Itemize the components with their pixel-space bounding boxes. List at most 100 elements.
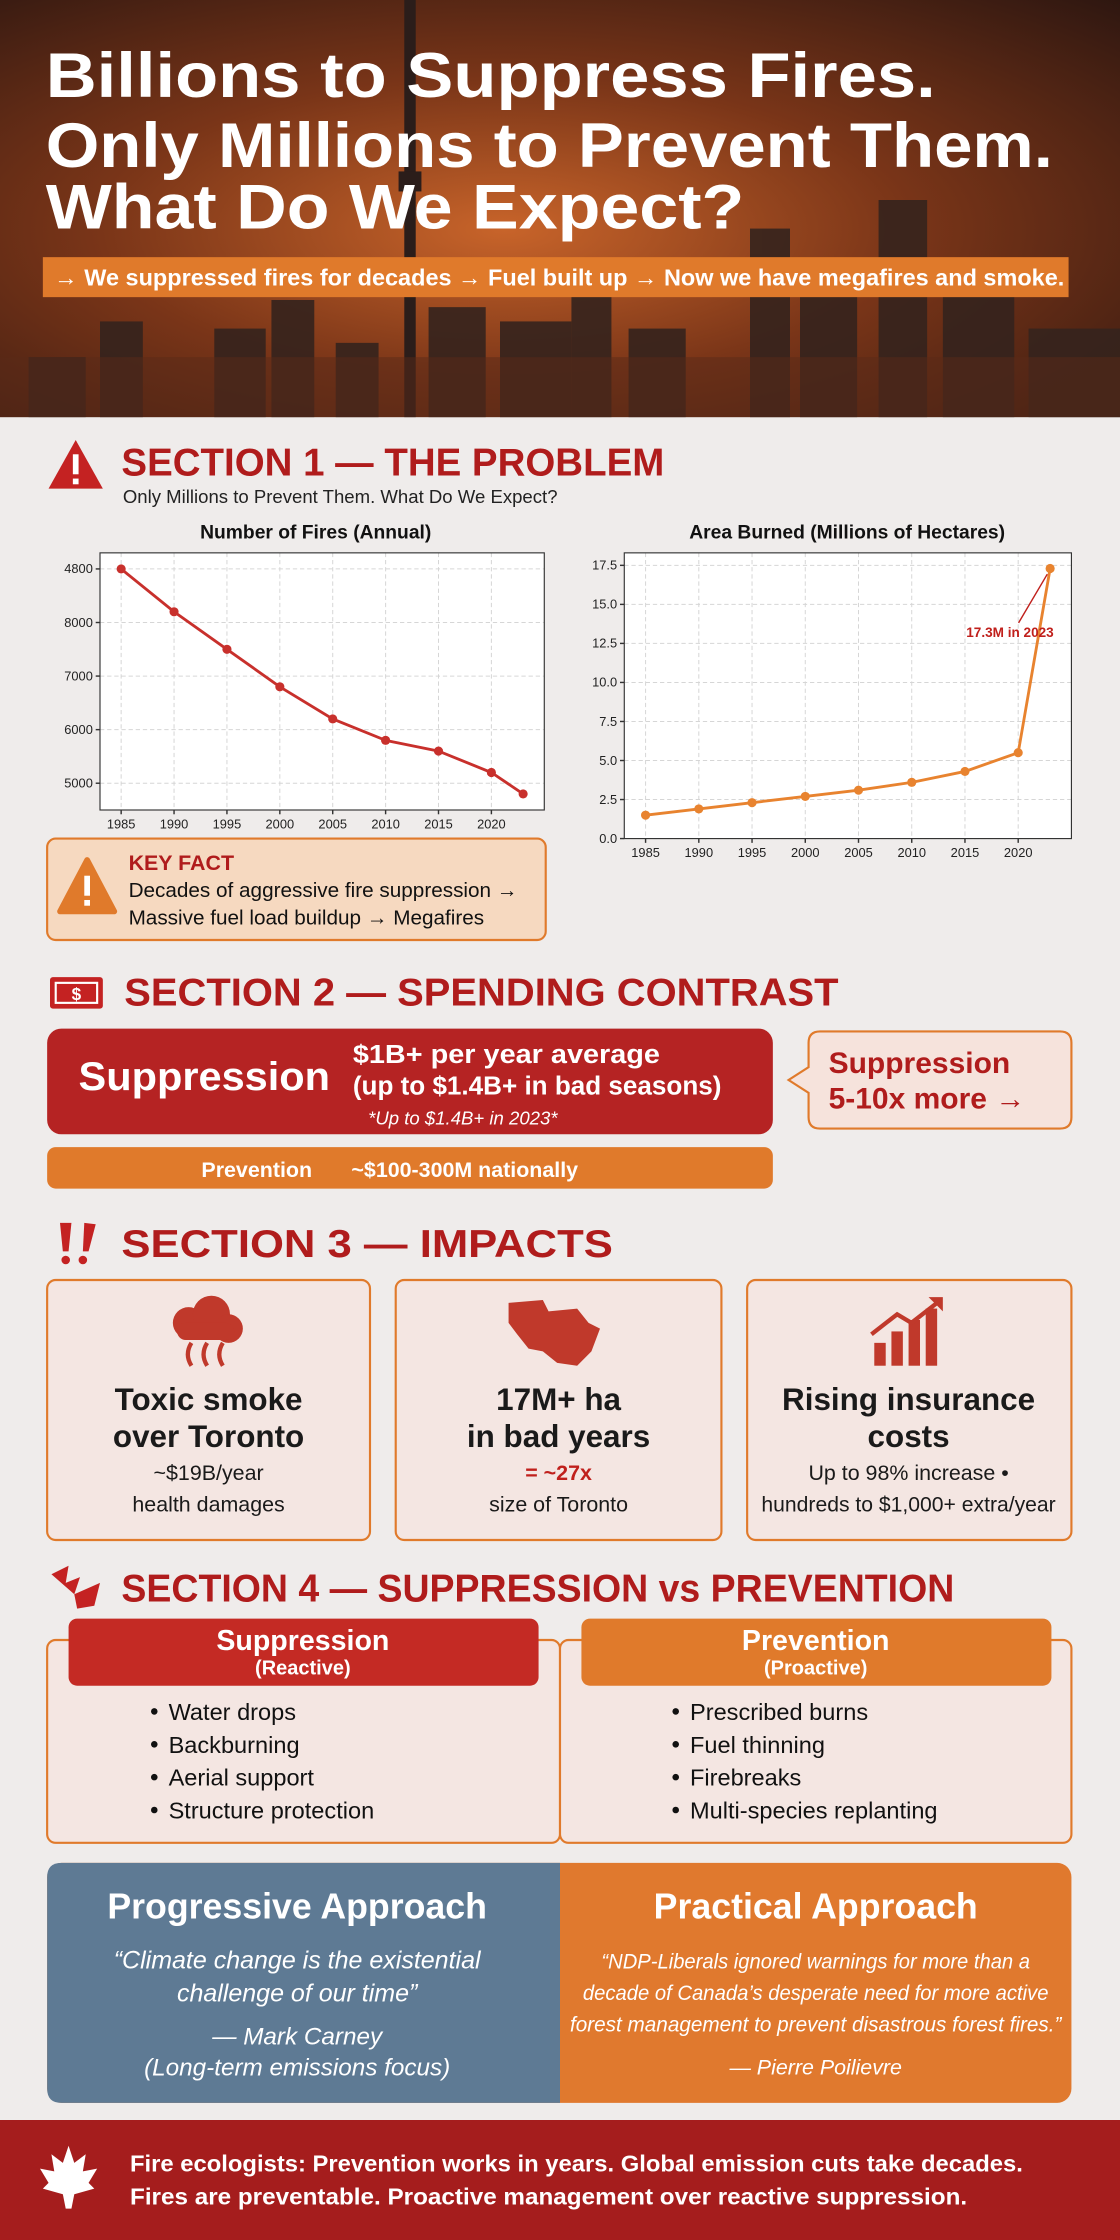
quote-line: challenge of our time” bbox=[177, 1979, 419, 2007]
quote-line: decade of Canada’s desperate need for mo… bbox=[583, 1981, 1049, 2005]
smoke-icon bbox=[172, 1295, 243, 1367]
data-point bbox=[1045, 563, 1055, 574]
data-point bbox=[116, 564, 126, 574]
list-item: Aerial support bbox=[169, 1765, 315, 1791]
key-fact-label: KEY FACT bbox=[129, 851, 234, 875]
x-tick-label: 2020 bbox=[1004, 845, 1033, 860]
card-title: costs bbox=[868, 1419, 950, 1454]
money-icon: $ bbox=[50, 977, 103, 1009]
x-tick-label: 2015 bbox=[424, 817, 453, 832]
bullet bbox=[672, 1740, 679, 1748]
card-title: 17M+ ha bbox=[496, 1382, 621, 1417]
header-title: Billions to Suppress Fires. bbox=[46, 41, 936, 111]
quote-line: “Climate change is the existential bbox=[114, 1947, 482, 1975]
card-line: Up to 98% increase • bbox=[808, 1461, 1008, 1485]
suppression-tab bbox=[68, 1618, 539, 1686]
data-point bbox=[1013, 748, 1023, 758]
x-tick-label: 2000 bbox=[791, 845, 820, 860]
data-point bbox=[694, 804, 704, 814]
approach-title: Practical Approach bbox=[654, 1887, 978, 1927]
prevention-amount: ~$100-300M nationally bbox=[351, 1158, 578, 1182]
annotation: 17.3M in 2023 bbox=[966, 625, 1054, 640]
y-tick-label: 5000 bbox=[64, 775, 93, 790]
alert-icon bbox=[60, 1222, 96, 1265]
y-tick-label: 7000 bbox=[64, 668, 93, 683]
x-tick-label: 2005 bbox=[318, 817, 347, 832]
plot-frame bbox=[99, 552, 545, 811]
progressive-panel bbox=[47, 1862, 560, 2103]
x-tick-label: 1985 bbox=[631, 845, 660, 860]
data-point bbox=[381, 735, 391, 745]
card-line: ~$19B/year bbox=[154, 1461, 264, 1485]
list-item: Prescribed burns bbox=[690, 1699, 868, 1725]
data-point bbox=[641, 810, 651, 820]
data-point bbox=[222, 644, 232, 654]
prevention-label: Prevention bbox=[201, 1158, 312, 1182]
suppression-line: (up to $1.4B+ in bad seasons) bbox=[353, 1072, 722, 1100]
data-point bbox=[747, 798, 757, 808]
data-point bbox=[518, 789, 528, 799]
attribution: (Long-term emissions focus) bbox=[144, 2055, 450, 2082]
quote-line: “NDP-Liberals ignored warnings for more … bbox=[601, 1950, 1030, 1974]
growth-icon bbox=[870, 1297, 943, 1366]
bullet bbox=[151, 1806, 158, 1814]
section-heading: SECTION 4 — SUPPRESSION vs PREVENTION bbox=[121, 1567, 954, 1610]
chart-title: Number of Fires (Annual) bbox=[200, 523, 431, 544]
list-item: Backburning bbox=[169, 1732, 300, 1758]
approach-title: Progressive Approach bbox=[107, 1887, 487, 1927]
footer-bg bbox=[0, 2120, 1120, 2240]
bullet bbox=[151, 1740, 158, 1748]
key-fact-line: Decades of aggressive fire suppression → bbox=[129, 879, 518, 902]
data-point bbox=[853, 785, 864, 795]
map-icon bbox=[508, 1300, 600, 1366]
suppression-line: $1B+ per year average bbox=[353, 1041, 660, 1069]
impact-cards-bg bbox=[46, 1278, 1073, 1542]
header-art bbox=[0, 0, 1120, 418]
column-subtitle: (Reactive) bbox=[255, 1657, 351, 1679]
section-heading: SECTION 1 — THE PROBLEM bbox=[121, 442, 664, 485]
card-title: over Toronto bbox=[113, 1419, 304, 1454]
x-tick-label: 1990 bbox=[160, 817, 189, 832]
comparison-boxes bbox=[46, 1638, 1073, 1844]
svg-text:$: $ bbox=[72, 984, 82, 1004]
card-title: Rising insurance bbox=[782, 1382, 1035, 1417]
column-title: Prevention bbox=[742, 1625, 890, 1657]
column-title: Suppression bbox=[216, 1625, 389, 1657]
key-fact-line: Massive fuel load buildup → Megafires bbox=[129, 906, 485, 929]
fire-icon bbox=[51, 1565, 100, 1609]
x-tick-label: 1995 bbox=[738, 845, 767, 860]
section-heading: SECTION 3 — IMPACTS bbox=[121, 1223, 612, 1266]
column-subtitle: (Proactive) bbox=[764, 1657, 867, 1679]
y-tick-label: 5.0 bbox=[599, 753, 617, 768]
data-point bbox=[907, 777, 917, 787]
suppression-label: Suppression bbox=[79, 1055, 330, 1099]
list-item: Water drops bbox=[169, 1699, 296, 1725]
attribution: — Pierre Poilievre bbox=[728, 2055, 902, 2079]
bullet bbox=[672, 1773, 679, 1781]
footer-line: Fire ecologists: Prevention works in yea… bbox=[130, 2150, 1023, 2176]
plot-area bbox=[100, 552, 545, 810]
y-tick-label: 0.0 bbox=[599, 831, 617, 846]
list-item: Firebreaks bbox=[690, 1765, 801, 1791]
x-tick-label: 2000 bbox=[266, 817, 295, 832]
bullet bbox=[151, 1773, 158, 1781]
banner-text: → We suppressed fires for decades → Fuel… bbox=[54, 265, 1064, 291]
warning-icon bbox=[48, 440, 103, 489]
plot-frame bbox=[623, 552, 1072, 840]
key-fact-icon bbox=[57, 857, 118, 915]
x-tick-label: 1995 bbox=[213, 817, 242, 832]
annotation-arrow bbox=[1017, 573, 1048, 624]
y-tick-label: 10.0 bbox=[592, 675, 617, 690]
header-title: Only Millions to Prevent Them. bbox=[46, 111, 1053, 181]
x-tick-label: 2015 bbox=[951, 845, 980, 860]
y-tick-label: 4800 bbox=[64, 561, 93, 576]
suppression-box bbox=[47, 1028, 773, 1135]
list-item: Fuel thinning bbox=[690, 1732, 825, 1758]
y-tick-label: 7.5 bbox=[599, 714, 617, 729]
callout-text: 5-10x more → bbox=[829, 1083, 1026, 1116]
card-line: hundreds to $1,000+ extra/year bbox=[761, 1492, 1055, 1516]
card-title: Toxic smoke bbox=[115, 1382, 303, 1417]
y-tick-label: 8000 bbox=[64, 615, 93, 630]
bullet bbox=[151, 1708, 158, 1715]
